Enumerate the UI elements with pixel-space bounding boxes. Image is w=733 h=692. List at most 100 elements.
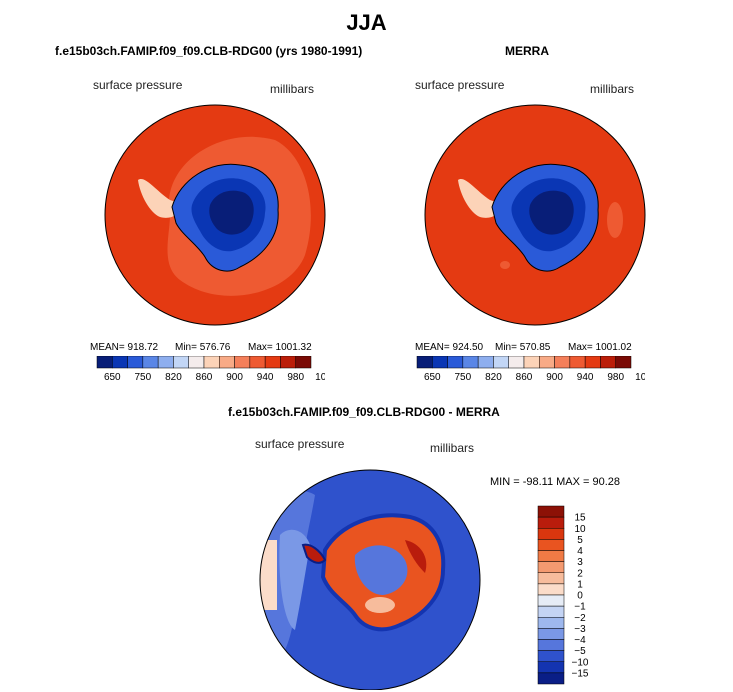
diff-colorbar-label: 3 (577, 557, 583, 568)
right-map-lowpressure-patch (607, 202, 623, 238)
diff-colorbar-label: 2 (577, 568, 583, 579)
diff-colorbar-label: −5 (574, 646, 586, 657)
diff-colorbar-label: 15 (574, 513, 586, 524)
left-colorbar-label: 650 (104, 372, 121, 383)
right-colorbar-box (615, 356, 632, 369)
diff-colorbar-label: 0 (577, 591, 583, 602)
diff-colorbar-label: 5 (577, 535, 583, 546)
diff-colorbar-label: −2 (574, 613, 586, 624)
right-units-label: millibars (590, 82, 635, 96)
left-polar-map (104, 104, 326, 326)
left-mean: MEAN= 918.72 (90, 342, 159, 353)
diff-colorbar-box (537, 572, 565, 585)
left-colorbar: 650 750 820 860 900 940 980 1020 (96, 356, 325, 383)
left-colorbar-box (280, 356, 296, 369)
right-colorbar-box (584, 356, 601, 369)
diff-panel-title: f.e15b03ch.FAMIP.f09_f09.CLB-RDG00 - MER… (228, 405, 500, 419)
diff-map-antarctica-neutral (365, 597, 395, 613)
right-colorbar-box (416, 356, 433, 369)
right-colorbar-label: 980 (607, 372, 624, 383)
diff-map-antarctica-highpatch (405, 540, 427, 573)
diff-colorbar-box (537, 639, 565, 651)
left-variable-label: surface pressure (93, 78, 183, 92)
left-colorbar-box (157, 356, 174, 369)
diff-colorbar-box (537, 539, 565, 551)
right-colorbar-box (447, 356, 464, 369)
right-polar-map (424, 104, 646, 326)
diff-colorbar-label: −1 (574, 602, 586, 613)
right-max: Max= 1001.02 (568, 342, 632, 353)
left-colorbar-box (188, 356, 205, 369)
right-colorbar-box (554, 356, 571, 369)
diff-polar-map (259, 469, 481, 690)
left-colorbar-label: 860 (196, 372, 213, 383)
left-colorbar-box (142, 356, 159, 369)
diff-minmax: MIN = -98.11 MAX = 90.28 (490, 476, 621, 488)
right-mean: MEAN= 924.50 (415, 342, 484, 353)
left-colorbar-label: 1020 (315, 372, 325, 383)
right-colorbar-label: 750 (455, 372, 472, 383)
left-colorbar-box (96, 356, 113, 369)
diff-map-antarctica-lowpatch (354, 545, 408, 595)
figure-title: JJA (346, 10, 387, 35)
diff-colorbar-box (537, 672, 565, 685)
right-min: Min= 570.85 (495, 342, 551, 353)
diff-colorbar-box (537, 550, 565, 562)
diff-colorbar-box (537, 516, 565, 529)
right-map-boundary (424, 104, 646, 326)
diff-colorbar-box (537, 628, 565, 640)
diff-map-peninsula (301, 543, 327, 564)
left-colorbar-box (234, 356, 251, 369)
right-colorbar-box (539, 356, 555, 369)
diff-colorbar-box (537, 561, 565, 573)
diff-colorbar-label: 10 (574, 524, 586, 535)
left-colorbar-label: 980 (287, 372, 304, 383)
right-colorbar-box (523, 356, 540, 369)
right-colorbar-label: 860 (516, 372, 533, 383)
left-colorbar-label: 940 (257, 372, 274, 383)
left-colorbar-box (295, 356, 312, 369)
diff-colorbar-label: 4 (577, 546, 583, 557)
diff-colorbar-label: −15 (572, 668, 589, 679)
diff-colorbar-label: −3 (574, 624, 586, 635)
diff-colorbar-box (537, 605, 565, 618)
right-panel-title: MERRA (505, 44, 549, 58)
left-map-antarctica-core (209, 190, 254, 235)
right-colorbar: 650 750 820 860 900 940 980 1020 (416, 356, 645, 383)
right-colorbar-label: 940 (577, 372, 594, 383)
left-colorbar-label: 750 (135, 372, 152, 383)
diff-variable-label: surface pressure (255, 437, 345, 451)
right-variable-label: surface pressure (415, 78, 505, 92)
diff-map-boundary (259, 469, 481, 690)
diff-colorbar-box (537, 528, 565, 540)
diff-colorbar-box (537, 650, 565, 662)
left-max: Max= 1001.32 (248, 342, 312, 353)
diff-map-positive-edge (260, 540, 277, 610)
right-colorbar-label: 1020 (635, 372, 645, 383)
left-colorbar-box (127, 356, 144, 369)
right-colorbar-box (462, 356, 479, 369)
left-min: Min= 576.76 (175, 342, 231, 353)
diff-colorbar-box (537, 505, 565, 518)
right-map-antarctica-core (529, 190, 574, 235)
diff-colorbar-box (537, 617, 565, 629)
left-colorbar-box (264, 356, 281, 369)
left-units-label: millibars (270, 82, 315, 96)
right-colorbar-label: 900 (546, 372, 563, 383)
right-colorbar-box (569, 356, 586, 369)
diff-colorbar-label: 1 (577, 579, 583, 590)
diff-colorbar-box (537, 661, 565, 674)
left-colorbar-label: 900 (226, 372, 243, 383)
right-colorbar-box (493, 356, 509, 369)
left-map-boundary (104, 104, 326, 326)
right-map-lowpressure-spot (500, 261, 510, 269)
diff-colorbar-box (537, 583, 565, 596)
diff-colorbar-label: −4 (574, 635, 586, 646)
diff-colorbar-box (537, 594, 565, 607)
right-colorbar-box (432, 356, 448, 369)
left-colorbar-box (203, 356, 220, 369)
left-colorbar-box (112, 356, 128, 369)
right-colorbar-label: 650 (424, 372, 441, 383)
left-colorbar-box (173, 356, 189, 369)
